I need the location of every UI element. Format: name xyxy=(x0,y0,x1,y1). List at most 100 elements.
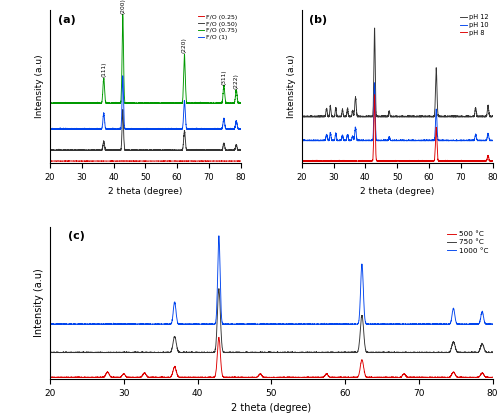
500 °C xyxy=(47,375,53,380)
F/O (0.50) xyxy=(238,148,244,153)
F/O (0.75) xyxy=(222,98,228,103)
750 °C xyxy=(490,350,496,355)
500 °C xyxy=(490,375,496,380)
pH 12 xyxy=(299,114,305,119)
pH 10 xyxy=(379,138,385,143)
Y-axis label: Intensity (a.u): Intensity (a.u) xyxy=(34,269,44,337)
F/O (0.25) xyxy=(222,158,228,163)
Line: 500 °C: 500 °C xyxy=(50,337,492,378)
Line: 1000 °C: 1000 °C xyxy=(50,236,492,324)
pH 12 xyxy=(484,112,490,117)
Text: (222): (222) xyxy=(234,73,239,89)
pH 10 xyxy=(380,138,386,143)
Line: 750 °C: 750 °C xyxy=(50,289,492,353)
F/O (1) xyxy=(47,127,53,132)
500 °C xyxy=(236,375,242,380)
Text: (b): (b) xyxy=(310,15,328,25)
F/O (0.50) xyxy=(120,107,126,112)
F/O (1) xyxy=(186,126,192,131)
750 °C xyxy=(454,349,460,354)
F/O (0.25) xyxy=(138,158,143,163)
Text: (200): (200) xyxy=(120,0,126,14)
1000 °C xyxy=(476,321,482,326)
pH 8 xyxy=(372,92,378,97)
Text: (a): (a) xyxy=(58,15,76,25)
pH 10 xyxy=(372,80,378,85)
Line: F/O (1): F/O (1) xyxy=(50,76,240,129)
pH 10 xyxy=(484,137,490,142)
pH 8 xyxy=(474,158,480,163)
Line: pH 8: pH 8 xyxy=(302,95,492,161)
500 °C xyxy=(454,375,460,380)
pH 12 xyxy=(372,26,378,31)
1000 °C xyxy=(233,321,239,326)
750 °C xyxy=(258,349,264,354)
1000 °C xyxy=(490,322,496,327)
pH 12 xyxy=(379,113,385,118)
pH 12 xyxy=(474,113,480,118)
F/O (0.50) xyxy=(127,148,133,153)
Y-axis label: Intensity (a.u): Intensity (a.u) xyxy=(287,55,296,119)
pH 12 xyxy=(490,113,496,118)
F/O (0.50) xyxy=(138,148,143,153)
F/O (0.50) xyxy=(128,148,134,153)
1000 °C xyxy=(258,322,264,327)
F/O (0.75) xyxy=(128,101,134,106)
500 °C xyxy=(258,372,264,377)
F/O (1) xyxy=(238,127,244,132)
F/O (0.25) xyxy=(128,158,134,163)
pH 10 xyxy=(490,138,496,143)
X-axis label: 2 theta (degree): 2 theta (degree) xyxy=(108,187,182,196)
F/O (0.50) xyxy=(186,147,192,153)
Line: F/O (0.50): F/O (0.50) xyxy=(50,109,240,150)
1000 °C xyxy=(216,233,222,238)
Line: pH 10: pH 10 xyxy=(302,83,492,141)
F/O (0.75) xyxy=(232,97,238,102)
X-axis label: 2 theta (degree): 2 theta (degree) xyxy=(231,403,312,414)
F/O (0.75) xyxy=(238,101,244,106)
750 °C xyxy=(216,286,222,291)
pH 8 xyxy=(299,158,305,163)
pH 10 xyxy=(390,138,396,143)
Legend: F/O (0.25), F/O (0.50), F/O (0.75), F/O (1): F/O (0.25), F/O (0.50), F/O (0.75), F/O … xyxy=(195,12,240,43)
pH 12 xyxy=(390,114,396,119)
F/O (0.25) xyxy=(47,158,53,163)
F/O (1) xyxy=(120,73,126,78)
500 °C xyxy=(476,374,482,379)
pH 10 xyxy=(438,138,444,143)
Legend: 500 °C, 750 °C, 1000 °C: 500 °C, 750 °C, 1000 °C xyxy=(444,228,491,256)
F/O (0.75) xyxy=(138,100,143,105)
F/O (0.75) xyxy=(186,101,192,106)
1000 °C xyxy=(454,321,460,326)
F/O (0.75) xyxy=(47,101,53,106)
F/O (0.25) xyxy=(238,158,244,163)
Line: F/O (0.75): F/O (0.75) xyxy=(50,14,240,103)
1000 °C xyxy=(368,321,374,326)
500 °C xyxy=(216,335,222,340)
1000 °C xyxy=(236,322,242,327)
750 °C xyxy=(233,350,239,355)
Text: (111): (111) xyxy=(101,62,106,78)
pH 10 xyxy=(474,137,480,142)
F/O (0.50) xyxy=(222,147,228,152)
pH 8 xyxy=(390,158,396,163)
F/O (1) xyxy=(128,127,134,132)
pH 10 xyxy=(299,138,305,143)
F/O (1) xyxy=(232,124,238,129)
pH 8 xyxy=(438,158,444,163)
Text: (311): (311) xyxy=(222,70,226,85)
F/O (0.25) xyxy=(66,158,71,163)
750 °C xyxy=(368,350,374,355)
750 °C xyxy=(236,350,242,355)
1000 °C xyxy=(47,322,53,327)
F/O (1) xyxy=(138,127,143,132)
F/O (0.50) xyxy=(232,146,238,151)
pH 12 xyxy=(299,114,305,119)
1000 °C xyxy=(47,321,53,326)
Text: (c): (c) xyxy=(68,231,84,241)
pH 8 xyxy=(379,158,385,163)
F/O (0.50) xyxy=(47,147,53,153)
750 °C xyxy=(47,350,53,355)
F/O (0.25) xyxy=(127,158,133,163)
Legend: pH 12, pH 10, pH 8: pH 12, pH 10, pH 8 xyxy=(458,12,491,39)
